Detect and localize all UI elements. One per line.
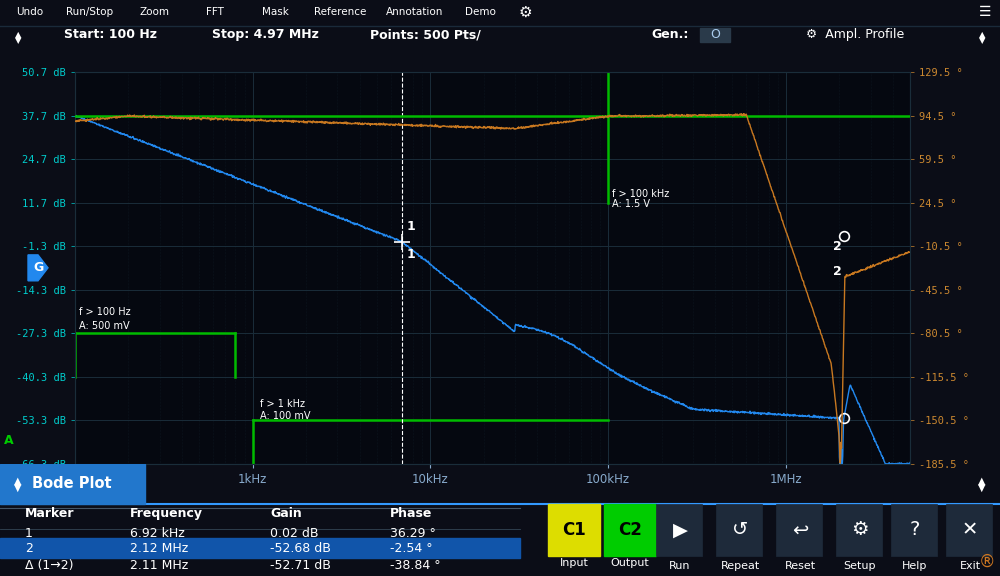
Bar <box>776 504 822 556</box>
Text: O: O <box>710 28 720 41</box>
Text: 36.29 °: 36.29 ° <box>390 527 436 540</box>
Text: ?: ? <box>910 520 920 539</box>
Text: ⚙: ⚙ <box>518 5 532 20</box>
Text: Start: 100 Hz: Start: 100 Hz <box>64 28 156 41</box>
Bar <box>716 504 762 556</box>
Text: C2: C2 <box>618 521 642 539</box>
Bar <box>0 538 520 558</box>
Bar <box>836 504 882 556</box>
Text: ↺: ↺ <box>732 520 748 539</box>
Text: ↩: ↩ <box>792 520 808 539</box>
Text: G: G <box>33 262 43 274</box>
Text: Run: Run <box>669 561 691 571</box>
Text: Marker: Marker <box>25 507 74 520</box>
Text: Annotation: Annotation <box>386 7 444 17</box>
Text: ▼: ▼ <box>979 36 985 46</box>
Text: Demo: Demo <box>465 7 495 17</box>
Text: Gain: Gain <box>270 507 302 520</box>
Text: -52.68 dB: -52.68 dB <box>270 542 331 555</box>
Text: Points: 500 Pts/: Points: 500 Pts/ <box>370 28 480 41</box>
Text: Repeat: Repeat <box>720 561 760 571</box>
Text: 2.11 MHz: 2.11 MHz <box>130 559 188 572</box>
Text: Setup: Setup <box>844 561 876 571</box>
Bar <box>656 504 702 556</box>
Text: -2.54 °: -2.54 ° <box>390 542 433 555</box>
Text: 1: 1 <box>25 527 33 540</box>
Text: Exit: Exit <box>959 561 981 571</box>
Bar <box>604 504 656 556</box>
Text: Output: Output <box>611 558 649 568</box>
Text: ▲: ▲ <box>15 30 21 39</box>
Text: FFT: FFT <box>206 7 224 17</box>
Text: ▼: ▼ <box>978 483 986 492</box>
Text: Undo: Undo <box>16 7 44 17</box>
Text: ☰: ☰ <box>979 5 991 19</box>
Text: ⚙: ⚙ <box>851 520 869 539</box>
Text: f > 100 Hz: f > 100 Hz <box>79 308 130 317</box>
Text: ▼: ▼ <box>14 483 22 492</box>
Bar <box>946 504 992 556</box>
Text: -52.71 dB: -52.71 dB <box>270 559 331 572</box>
Text: Frequency: Frequency <box>130 507 203 520</box>
Text: ⚙  Ampl. Profile: ⚙ Ampl. Profile <box>806 28 904 41</box>
Text: 1: 1 <box>406 248 415 262</box>
Text: ▲: ▲ <box>979 30 985 39</box>
Text: Gen.:: Gen.: <box>651 28 689 41</box>
Text: ▼: ▼ <box>15 36 21 46</box>
Text: C1: C1 <box>562 521 586 539</box>
Text: Help: Help <box>902 561 928 571</box>
Text: Stop: 4.97 MHz: Stop: 4.97 MHz <box>212 28 318 41</box>
Text: -38.84 °: -38.84 ° <box>390 559 441 572</box>
Text: 6.92 kHz: 6.92 kHz <box>130 527 185 540</box>
Text: f > 100 kHz: f > 100 kHz <box>612 188 669 199</box>
Text: 2: 2 <box>833 265 842 278</box>
Text: Reference: Reference <box>314 7 366 17</box>
Text: Bode Plot: Bode Plot <box>32 476 112 491</box>
Text: 1: 1 <box>406 220 415 233</box>
Text: Phase: Phase <box>390 507 432 520</box>
Text: 2.12 MHz: 2.12 MHz <box>130 542 188 555</box>
Text: A: A <box>4 434 14 447</box>
Text: 2: 2 <box>25 542 33 555</box>
Text: 0.02 dB: 0.02 dB <box>270 527 318 540</box>
Text: ▲: ▲ <box>14 476 22 486</box>
Text: ▲: ▲ <box>978 476 986 486</box>
Text: f > 1 kHz: f > 1 kHz <box>260 399 305 410</box>
Bar <box>700 28 730 42</box>
Text: Zoom: Zoom <box>140 7 170 17</box>
Bar <box>0 464 145 504</box>
Text: ✕: ✕ <box>962 520 978 539</box>
Text: A: 1.5 V: A: 1.5 V <box>612 199 650 209</box>
Bar <box>891 504 937 556</box>
Text: 2: 2 <box>833 240 842 253</box>
Text: Input: Input <box>560 558 588 568</box>
Text: Reset: Reset <box>784 561 816 571</box>
Text: Δ (1→2): Δ (1→2) <box>25 559 74 572</box>
Text: Mask: Mask <box>262 7 288 17</box>
Text: A: 100 mV: A: 100 mV <box>260 411 311 421</box>
Text: Run/Stop: Run/Stop <box>66 7 114 17</box>
Bar <box>548 504 600 556</box>
Text: A: 500 mV: A: 500 mV <box>79 321 129 331</box>
Text: ▶: ▶ <box>672 520 688 539</box>
Text: ®: ® <box>978 553 995 571</box>
